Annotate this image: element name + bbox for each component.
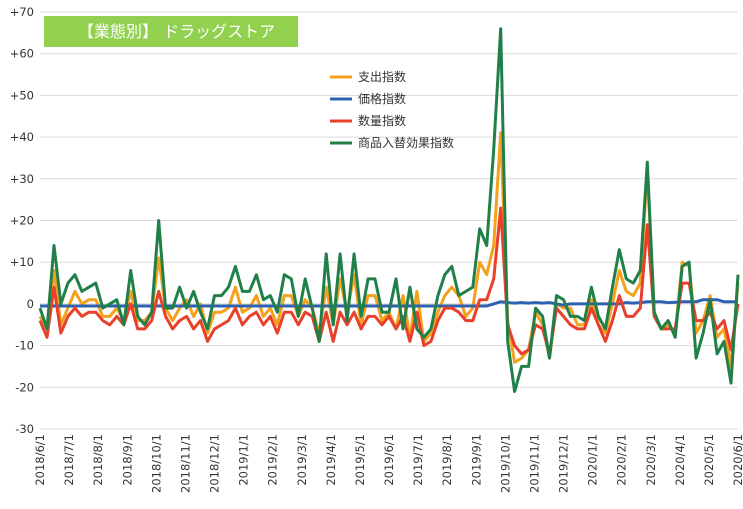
y-tick-label: -30 [15, 422, 34, 436]
y-tick-label: 0 [27, 297, 34, 311]
y-tick-label: -20 [15, 380, 34, 394]
x-tick-label: 2018/6/1 [33, 434, 47, 486]
y-tick-label: +50 [10, 88, 34, 102]
y-tick-label: +20 [10, 214, 34, 228]
x-tick-label: 2019/7/1 [411, 434, 425, 486]
x-tick-label: 2019/11/1 [527, 434, 541, 493]
x-tick-label: 2020/5/1 [702, 434, 716, 486]
x-tick-label: 2019/3/1 [295, 434, 309, 486]
x-tick-label: 2019/5/1 [353, 434, 367, 486]
legend-label-0: 支出指数 [358, 69, 406, 84]
x-tick-label: 2019/12/1 [557, 434, 571, 493]
y-tick-label: +70 [10, 5, 34, 19]
x-tick-label: 2019/1/1 [237, 434, 251, 486]
x-tick-label: 2019/2/1 [266, 434, 280, 486]
x-tick-label: 2020/4/1 [673, 434, 687, 486]
y-tick-label: +10 [10, 255, 34, 269]
x-tick-label: 2018/8/1 [91, 434, 105, 486]
x-tick-label: 2019/6/1 [382, 434, 396, 486]
x-tick-label: 2020/3/1 [644, 434, 658, 486]
y-tick-label: +60 [10, 47, 34, 61]
x-tick-label: 2020/2/1 [615, 434, 629, 486]
x-tick-label: 2020/6/1 [731, 434, 743, 486]
legend-label-3: 商品入替効果指数 [358, 135, 454, 150]
x-tick-label: 2018/10/1 [149, 434, 163, 493]
y-tick-label: -10 [15, 339, 34, 353]
x-tick-label: 2018/9/1 [120, 434, 134, 486]
x-tick-label: 2019/8/1 [440, 434, 454, 486]
chart-title: 【業態別】 ドラッグストア [44, 16, 298, 47]
x-tick-label: 2018/11/1 [178, 434, 192, 493]
y-tick-label: +40 [10, 130, 34, 144]
series-lines [38, 27, 740, 393]
legend-label-2: 数量指数 [358, 113, 406, 128]
series-line-3 [38, 27, 740, 393]
x-tick-label: 2018/12/1 [208, 434, 222, 493]
x-tick-label: 2020/1/1 [586, 434, 600, 486]
x-tick-label: 2018/7/1 [62, 434, 76, 486]
y-axis: +70 +60 +50 +40 +30 +20 +10 0 -10 -20 -30 [10, 5, 34, 436]
series-line-2 [38, 206, 740, 356]
y-tick-label: +30 [10, 172, 34, 186]
legend-label-1: 価格指数 [358, 91, 406, 106]
x-tick-label: 2019/10/1 [498, 434, 512, 493]
series-line-0 [38, 131, 740, 368]
x-tick-label: 2019/9/1 [469, 434, 483, 486]
x-tick-label: 2019/4/1 [324, 434, 338, 486]
x-axis: 2018/6/1 2018/7/1 2018/8/1 2018/9/1 2018/10/… [33, 434, 743, 493]
